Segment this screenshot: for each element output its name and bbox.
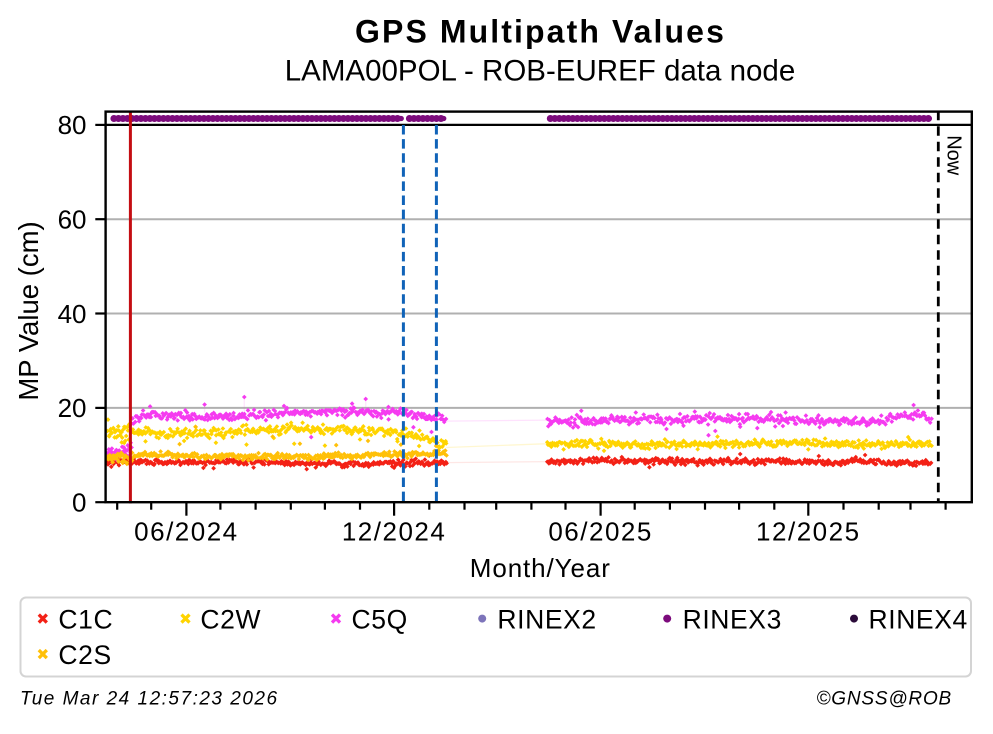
svg-text:RINEX4: RINEX4	[869, 604, 968, 634]
svg-text:12/2025: 12/2025	[756, 517, 860, 547]
svg-text:C1C: C1C	[58, 604, 113, 634]
svg-text:©GNSS@ROB: ©GNSS@ROB	[816, 689, 952, 710]
svg-text:C5Q: C5Q	[352, 604, 408, 634]
svg-text:06/2024: 06/2024	[134, 517, 238, 547]
svg-text:12/2024: 12/2024	[342, 517, 446, 547]
svg-text:GPS Multipath Values: GPS Multipath Values	[355, 13, 726, 49]
svg-text:0: 0	[72, 488, 86, 518]
svg-text:C2S: C2S	[58, 640, 111, 670]
svg-text:C2W: C2W	[200, 604, 261, 634]
svg-text:Now: Now	[943, 135, 965, 176]
svg-text:80: 80	[58, 110, 87, 140]
svg-text:60: 60	[58, 205, 87, 235]
svg-text:RINEX2: RINEX2	[497, 604, 596, 634]
svg-text:LAMA00POL - ROB-EUREF data nod: LAMA00POL - ROB-EUREF data node	[285, 54, 795, 87]
svg-text:MP Value (cm): MP Value (cm)	[13, 221, 44, 400]
svg-text:Month/Year: Month/Year	[470, 553, 611, 583]
svg-text:06/2025: 06/2025	[548, 517, 652, 547]
svg-text:40: 40	[58, 299, 87, 329]
svg-text:20: 20	[58, 393, 87, 423]
svg-text:RINEX3: RINEX3	[683, 604, 782, 634]
svg-text:Tue Mar 24 12:57:23 2026: Tue Mar 24 12:57:23 2026	[20, 689, 279, 710]
